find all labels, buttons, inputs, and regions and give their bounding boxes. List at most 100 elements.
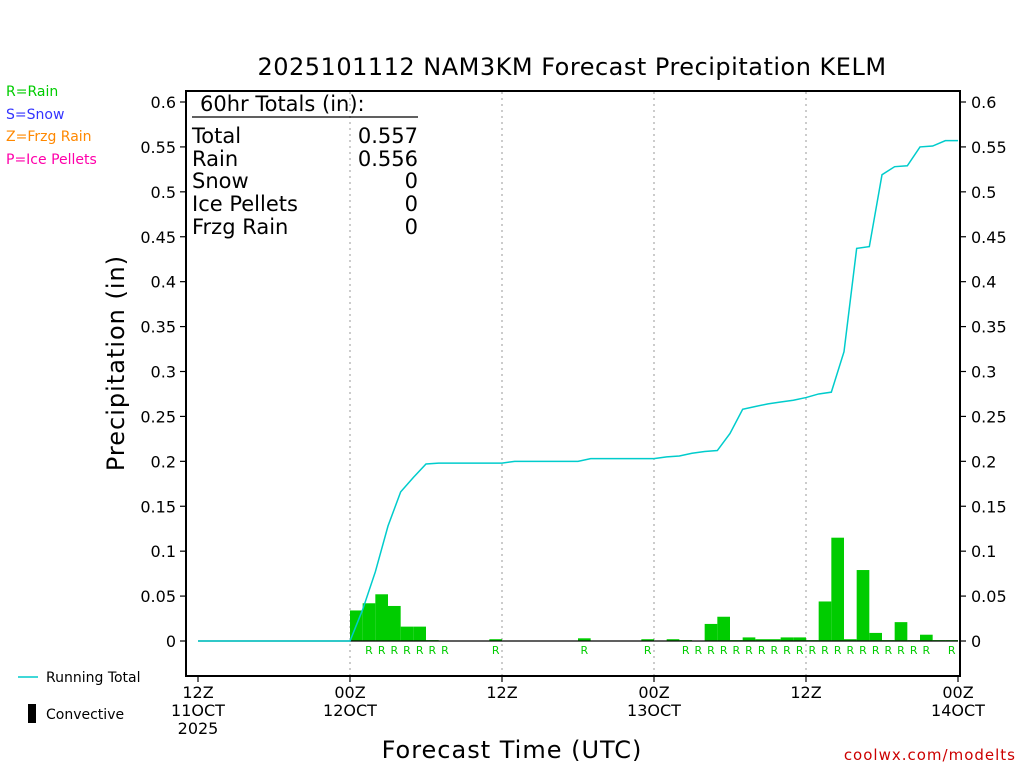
precip-bar — [413, 626, 426, 641]
precip-type-label: R — [429, 644, 437, 657]
x-tick-label: 12Z — [790, 683, 821, 702]
precip-bar — [704, 623, 718, 641]
y-tick-label: 0.3 — [151, 363, 176, 382]
x-tick-label: 12OCT — [323, 701, 377, 720]
precip-type-label: R — [910, 644, 918, 657]
totals-total-value: 0.557 — [358, 124, 418, 148]
series-legend: Running Total Convective — [18, 670, 141, 723]
y-tick-label-right: 0.45 — [971, 228, 1007, 247]
totals-snow-label: Snow — [192, 169, 249, 193]
y-tick-label-right: 0.05 — [971, 587, 1007, 606]
precip-type-label: R — [733, 644, 741, 657]
x-tick-label: 14OCT — [931, 701, 985, 720]
running-total-label: Running Total — [46, 670, 141, 686]
precip-bar — [844, 639, 857, 641]
precip-type-label: R — [416, 644, 424, 657]
credit-text: coolwx.com/modelts — [844, 746, 1016, 764]
totals-ice-pellets-value: 0 — [405, 192, 418, 216]
precip-type-label: R — [885, 644, 893, 657]
y-tick-label: 0.15 — [140, 497, 176, 516]
running-total-polyline — [198, 139, 958, 642]
chart-title: 2025101112 NAM3KM Forecast Precipitation… — [257, 53, 886, 81]
precip-type-label: R — [378, 644, 386, 657]
precip-type-label: R — [897, 644, 905, 657]
totals-rain-value: 0.556 — [358, 147, 418, 171]
totals-frzg-rain-value: 0 — [405, 215, 418, 239]
precip-bar — [489, 639, 502, 641]
y-tick-label-right: 0.5 — [971, 183, 996, 202]
precip-type-label: R — [644, 644, 652, 657]
y-tick-label-right: 0.15 — [971, 497, 1007, 516]
y-axis-right: 0 0.05 0.1 0.15 0.2 0.25 0.3 0.35 0.4 0.45 0.5 0.55… — [960, 93, 1007, 651]
y-axis-left: 0 0.05 0.1 0.15 0.2 0.25 0.3 0.35 0.4 0.45 0.5 0.55… — [140, 93, 186, 651]
y-tick-label: 0.6 — [151, 93, 176, 112]
precip-bar — [400, 626, 414, 641]
precip-type-label: R — [783, 644, 791, 657]
y-tick-label: 0.35 — [140, 318, 176, 337]
precip-type-label: R — [492, 644, 500, 657]
x-axis-title: Forecast Time (UTC) — [382, 736, 643, 764]
precip-bar — [388, 605, 401, 641]
precip-bar — [641, 639, 654, 641]
precip-bar — [869, 632, 882, 641]
totals-header: 60hr Totals (in): — [200, 92, 365, 116]
precip-bar — [780, 637, 794, 641]
precip-bar — [856, 570, 870, 641]
precip-bar — [578, 638, 591, 641]
precip-bar — [831, 537, 844, 641]
totals-frzg-rain-label: Frzg Rain — [192, 215, 288, 239]
precip-type-label: R — [821, 644, 829, 657]
precip-type-label: R — [758, 644, 766, 657]
precip-type-label: R — [923, 644, 931, 657]
precip-bar — [742, 637, 756, 641]
y-axis-title: Precipitation (in) — [102, 255, 130, 471]
totals-ice-pellets-label: Ice Pellets — [192, 192, 298, 216]
x-tick-label: 12Z — [486, 683, 517, 702]
precip-bar — [755, 639, 768, 641]
totals-total-label: Total — [191, 124, 241, 148]
precip-type-label: R — [796, 644, 804, 657]
y-tick-label: 0.5 — [151, 183, 176, 202]
vertical-gridlines — [349, 92, 807, 675]
precip-type-label: R — [720, 644, 728, 657]
y-tick-label: 0.4 — [151, 273, 176, 292]
totals-box: 60hr Totals (in): Total 0.557 Rain 0.556… — [191, 92, 418, 239]
precip-type-legend: R=Rain S=Snow Z=Frzg Rain P=Ice Pellets — [6, 84, 97, 168]
x-tick-label: 00Z — [334, 683, 365, 702]
y-tick-label: 0.25 — [140, 407, 176, 426]
precip-type-label: R — [581, 644, 589, 657]
precip-bar — [894, 622, 908, 641]
precip-type-label: R — [771, 644, 779, 657]
y-tick-label: 0 — [166, 632, 176, 651]
y-tick-label-right: 0.55 — [971, 138, 1007, 157]
y-tick-label-right: 0.4 — [971, 273, 996, 292]
y-tick-label-right: 0.25 — [971, 407, 1007, 426]
precip-type-label: R — [809, 644, 817, 657]
precip-bar — [920, 634, 933, 641]
y-tick-label-right: 0.6 — [971, 93, 996, 112]
legend-snow: S=Snow — [6, 107, 64, 123]
totals-snow-value: 0 — [405, 169, 418, 193]
y-tick-label-right: 0.1 — [971, 542, 996, 561]
legend-ice-pellets: P=Ice Pellets — [6, 152, 97, 168]
x-tick-label: 12Z — [182, 683, 213, 702]
plot-frame — [185, 90, 961, 677]
legend-freezing-rain: Z=Frzg Rain — [6, 129, 92, 145]
precip-type-label: R — [859, 644, 867, 657]
precip-bar — [362, 603, 376, 641]
y-tick-label: 0.1 — [151, 542, 176, 561]
precip-bar — [375, 594, 388, 641]
precip-type-label: R — [695, 644, 703, 657]
precip-bar — [717, 616, 730, 641]
y-tick-label: 0.45 — [140, 228, 176, 247]
legend-rain: R=Rain — [6, 84, 58, 100]
y-tick-label-right: 0.35 — [971, 318, 1007, 337]
x-tick-label: 13OCT — [627, 701, 681, 720]
y-tick-label: 0.55 — [140, 138, 176, 157]
precip-type-label: R — [948, 644, 956, 657]
precip-type-label: R — [365, 644, 373, 657]
y-tick-label-right: 0 — [971, 632, 981, 651]
